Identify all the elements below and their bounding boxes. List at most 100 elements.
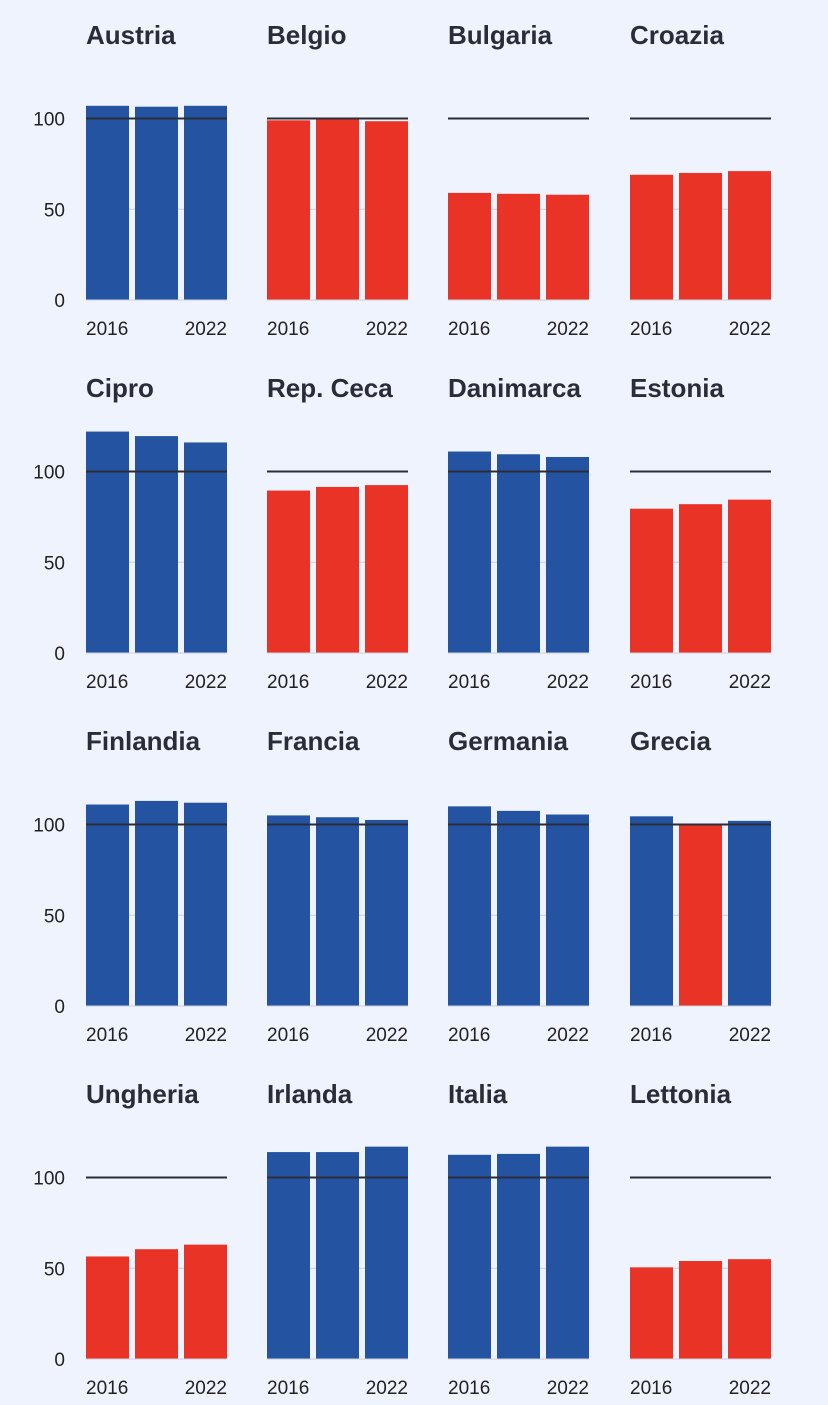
- bar-3: [546, 814, 589, 1006]
- bar-1: [448, 451, 491, 653]
- x-tick-label-end: 2022: [547, 319, 589, 340]
- x-tick-label-end: 2022: [366, 1378, 408, 1399]
- bar-2: [497, 454, 540, 653]
- x-tick-label-end: 2022: [547, 1378, 589, 1399]
- bar-3: [365, 121, 408, 300]
- y-tick-label: 0: [54, 1350, 65, 1371]
- y-tick-label: 0: [54, 644, 65, 665]
- bar-3: [728, 820, 771, 1006]
- y-tick-label: 50: [44, 200, 65, 221]
- bar-2: [316, 817, 359, 1006]
- y-tick-label: 100: [33, 110, 65, 131]
- bar-2: [135, 800, 178, 1006]
- x-tick-label-start: 2016: [448, 319, 490, 340]
- chart-panel-francia: Francia 2016 2022: [267, 726, 408, 1046]
- chart-panel-estonia: Estonia 2016 2022: [630, 373, 771, 693]
- chart-panel-bulgaria: Bulgaria 2016 2022: [448, 20, 589, 340]
- bar-3: [546, 194, 589, 300]
- chart-panel-austria: Austria 0 50 100 2016 2022: [33, 20, 227, 340]
- y-tick-label: 0: [54, 291, 65, 312]
- bar-1: [630, 1267, 673, 1359]
- x-tick-label-start: 2016: [448, 672, 490, 693]
- x-tick-label-start: 2016: [630, 672, 672, 693]
- bar-3: [184, 1244, 227, 1359]
- bar-1: [267, 490, 310, 653]
- bar-1: [448, 806, 491, 1006]
- x-tick-label-end: 2022: [185, 319, 227, 340]
- bar-1: [630, 816, 673, 1006]
- x-tick-label-start: 2016: [86, 319, 128, 340]
- bar-2: [316, 486, 359, 653]
- panel-title: Belgio: [267, 20, 346, 50]
- bar-2: [316, 1152, 359, 1359]
- bar-3: [365, 819, 408, 1006]
- bar-3: [365, 1146, 408, 1359]
- bar-2: [679, 172, 722, 300]
- panel-title: Finlandia: [86, 726, 201, 756]
- x-tick-label-end: 2022: [729, 1025, 771, 1046]
- bar-1: [86, 105, 129, 300]
- chart-panel-italia: Italia 2016 2022: [448, 1079, 589, 1399]
- x-tick-label-end: 2022: [366, 1025, 408, 1046]
- chart-panel-germania: Germania 2016 2022: [448, 726, 589, 1046]
- x-tick-label-end: 2022: [547, 672, 589, 693]
- y-tick-label: 50: [44, 906, 65, 927]
- x-tick-label-start: 2016: [86, 1025, 128, 1046]
- x-tick-label-start: 2016: [86, 1378, 128, 1399]
- chart-panel-grecia: Grecia 2016 2022: [630, 726, 771, 1046]
- bar-2: [135, 1249, 178, 1359]
- x-tick-label-end: 2022: [547, 1025, 589, 1046]
- panel-title: Croazia: [630, 20, 724, 50]
- panel-title: Rep. Ceca: [267, 373, 393, 403]
- panel-title: Ungheria: [86, 1079, 199, 1109]
- panel-title: Irlanda: [267, 1079, 353, 1109]
- bar-2: [135, 106, 178, 300]
- x-tick-label-start: 2016: [630, 319, 672, 340]
- bar-3: [728, 1259, 771, 1359]
- x-tick-label-end: 2022: [366, 319, 408, 340]
- panel-title: Estonia: [630, 373, 724, 403]
- bar-2: [497, 810, 540, 1006]
- bar-3: [728, 499, 771, 653]
- x-tick-label-end: 2022: [366, 672, 408, 693]
- x-tick-label-end: 2022: [729, 672, 771, 693]
- bar-2: [679, 825, 722, 1006]
- y-tick-label: 0: [54, 997, 65, 1018]
- x-tick-label-end: 2022: [185, 1378, 227, 1399]
- y-tick-label: 100: [33, 816, 65, 837]
- x-tick-label-start: 2016: [267, 1378, 309, 1399]
- panel-title: Lettonia: [630, 1079, 732, 1109]
- x-tick-label-start: 2016: [267, 319, 309, 340]
- chart-panel-lettonia: Lettonia 2016 2022: [630, 1079, 771, 1399]
- bar-1: [267, 815, 310, 1006]
- panel-title: Grecia: [630, 726, 711, 756]
- bar-2: [497, 1153, 540, 1359]
- chart-panel-finlandia: Finlandia 0 50 100 2016 2022: [33, 726, 227, 1046]
- chart-panel-croazia: Croazia 2016 2022: [630, 20, 771, 340]
- bar-3: [365, 485, 408, 653]
- bar-3: [184, 442, 227, 653]
- y-tick-label: 50: [44, 1259, 65, 1280]
- bar-1: [86, 1256, 129, 1359]
- panel-title: Danimarca: [448, 373, 581, 403]
- bar-1: [267, 1152, 310, 1359]
- panel-title: Italia: [448, 1079, 508, 1109]
- bar-1: [448, 192, 491, 300]
- chart-panel-danimarca: Danimarca 2016 2022: [448, 373, 589, 693]
- y-tick-label: 100: [33, 1169, 65, 1190]
- panel-title: Francia: [267, 726, 360, 756]
- x-tick-label-end: 2022: [185, 1025, 227, 1046]
- bar-3: [184, 802, 227, 1006]
- bar-2: [679, 1260, 722, 1359]
- bar-2: [679, 504, 722, 653]
- x-tick-label-start: 2016: [448, 1025, 490, 1046]
- bar-3: [546, 1146, 589, 1359]
- x-tick-label-start: 2016: [448, 1378, 490, 1399]
- bar-1: [86, 431, 129, 653]
- x-tick-label-start: 2016: [630, 1378, 672, 1399]
- x-tick-label-end: 2022: [185, 672, 227, 693]
- bar-3: [184, 105, 227, 300]
- x-tick-label-start: 2016: [267, 1025, 309, 1046]
- bar-1: [86, 804, 129, 1006]
